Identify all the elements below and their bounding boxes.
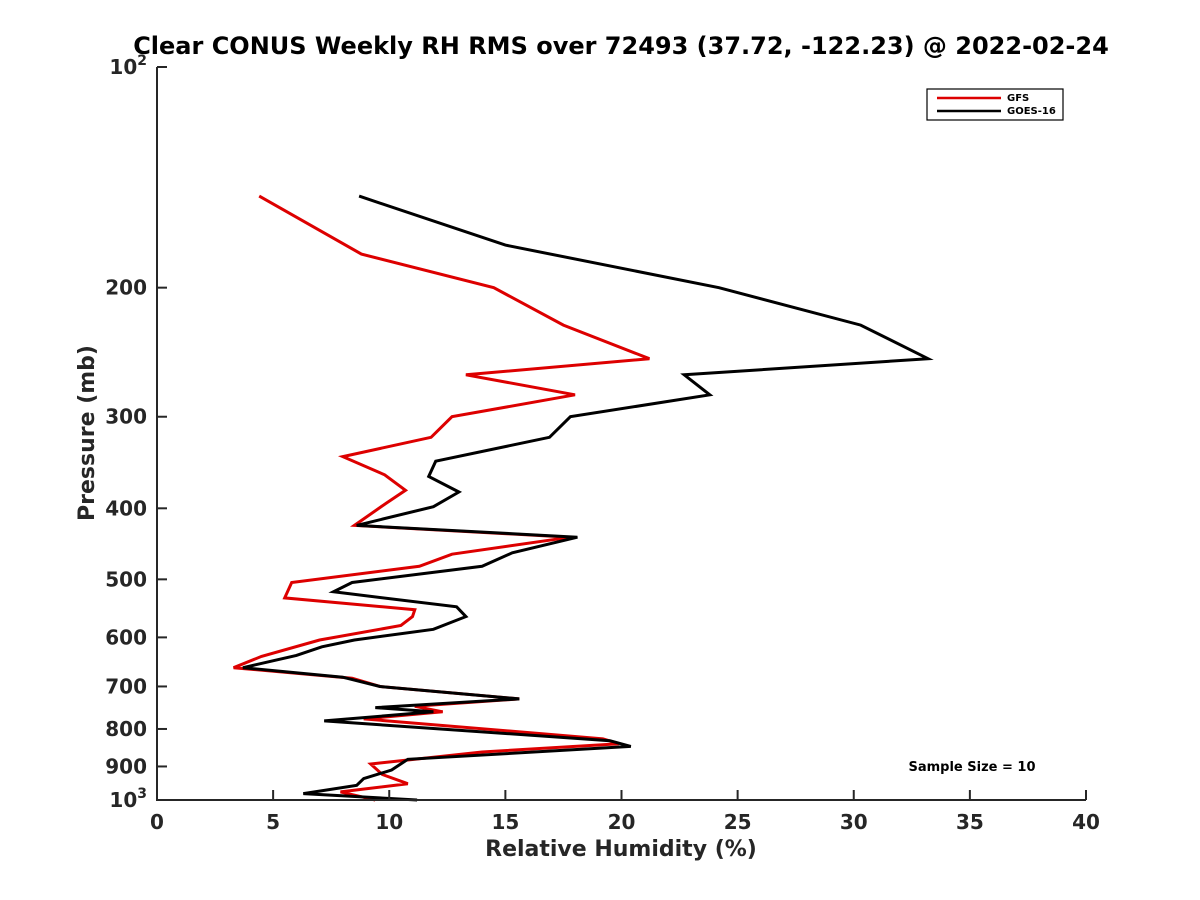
x-tick-label: 10 <box>375 810 403 834</box>
legend-box <box>926 88 1064 121</box>
y-tick-label: 400 <box>105 496 147 520</box>
data-curves <box>233 194 934 802</box>
x-tick-label: 40 <box>1072 810 1100 834</box>
x-axis-label: Relative Humidity (%) <box>485 837 757 862</box>
legend-label-goes16: GOES-16 <box>1007 106 1056 117</box>
y-tick-label: 800 <box>105 717 147 741</box>
y-tick-label: 200 <box>105 276 147 300</box>
y-axis-label: Pressure (mb) <box>75 345 100 521</box>
y-tick-label: 103 <box>109 786 147 812</box>
series-line-goes-16 <box>242 194 934 802</box>
y-axis-ticks: 102 200 300 400 500 600 700 800 900 103 <box>105 53 167 812</box>
y-tick-label: 600 <box>105 625 147 649</box>
x-axis-ticks: 0 5 10 15 20 25 30 35 40 <box>150 790 1100 834</box>
x-tick-label: 35 <box>956 810 984 834</box>
x-tick-label: 0 <box>150 810 164 834</box>
y-tick-label: 900 <box>105 754 147 778</box>
legend-label-gfs: GFS <box>1007 93 1029 104</box>
chart-title: Clear CONUS Weekly RH RMS over 72493 (37… <box>133 32 1109 60</box>
x-tick-label: 20 <box>608 810 636 834</box>
x-tick-label: 5 <box>266 810 280 834</box>
legend: GFS GOES-16 <box>926 88 1064 121</box>
sample-size-annotation: Sample Size = 10 <box>908 760 1035 775</box>
y-tick-label: 102 <box>109 53 147 79</box>
x-tick-label: 30 <box>840 810 868 834</box>
x-tick-label: 15 <box>491 810 519 834</box>
x-tick-label: 25 <box>724 810 752 834</box>
y-tick-label: 300 <box>105 405 147 429</box>
y-tick-label: 700 <box>105 674 147 698</box>
y-tick-label: 500 <box>105 567 147 591</box>
